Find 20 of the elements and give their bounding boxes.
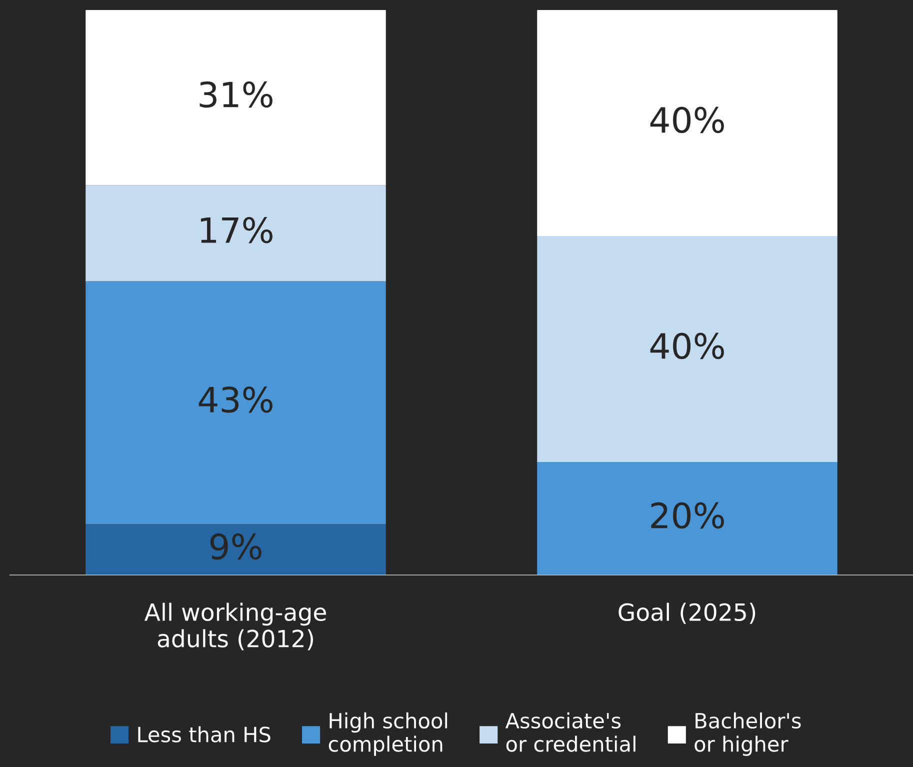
bar [86,524,386,575]
bar [537,462,838,575]
legend-label: Bachelor's or higher [694,712,801,756]
data-label: 40% [650,332,724,360]
data-label: 43% [198,386,272,413]
x-tick-label: All working-age adults (2012) [144,602,326,650]
legend-label: Associate's or credential [505,712,636,752]
bar [86,281,386,524]
bar [86,10,386,186]
bar [86,185,386,282]
data-label: 40% [650,106,724,134]
data-label: 9% [210,533,262,560]
legend-label: High school completion [328,712,448,756]
x-tick-label: Goal (2025) [618,602,756,624]
data-label: 17% [200,216,272,244]
data-label: 20% [651,502,724,529]
legend-label: Less than HS [138,726,270,742]
bar [537,10,838,236]
bar [537,236,838,462]
data-label: 31% [200,81,272,108]
